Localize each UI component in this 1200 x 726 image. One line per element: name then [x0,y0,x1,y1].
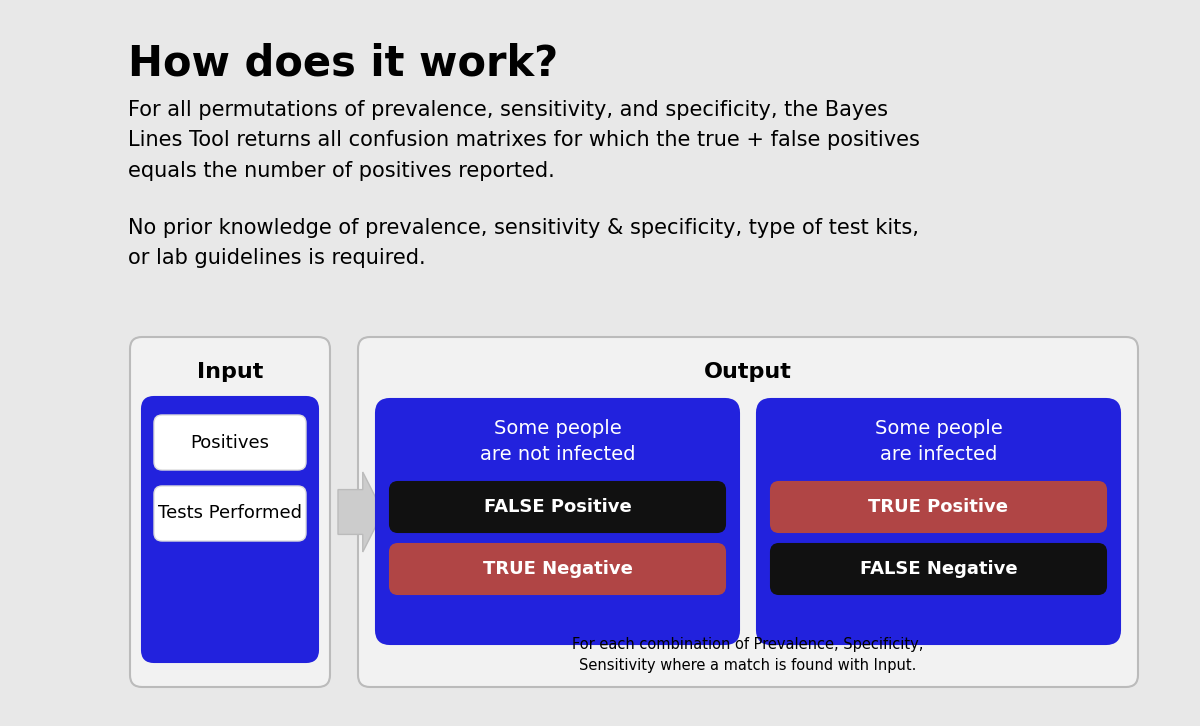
FancyBboxPatch shape [390,544,725,594]
FancyBboxPatch shape [142,397,318,662]
Text: Input: Input [197,362,263,382]
FancyBboxPatch shape [390,482,725,532]
FancyBboxPatch shape [358,337,1138,687]
Text: FALSE Negative: FALSE Negative [859,560,1018,578]
FancyBboxPatch shape [130,337,330,687]
Text: How does it work?: How does it work? [128,42,558,84]
FancyBboxPatch shape [757,399,1120,644]
FancyBboxPatch shape [376,399,739,644]
Text: Some people
are infected: Some people are infected [875,420,1002,463]
Text: For each combination of Prevalence, Specificity,
Sensitivity where a match is fo: For each combination of Prevalence, Spec… [572,637,924,673]
Text: No prior knowledge of prevalence, sensitivity & specificity, type of test kits,
: No prior knowledge of prevalence, sensit… [128,218,919,269]
Text: Positives: Positives [191,433,270,452]
Polygon shape [338,472,383,552]
Text: FALSE Positive: FALSE Positive [484,498,631,516]
Text: Output: Output [704,362,792,382]
FancyBboxPatch shape [154,486,306,541]
FancyBboxPatch shape [772,544,1106,594]
Text: Tests Performed: Tests Performed [158,505,302,523]
Text: TRUE Negative: TRUE Negative [482,560,632,578]
FancyBboxPatch shape [772,482,1106,532]
FancyBboxPatch shape [154,415,306,470]
Text: TRUE Positive: TRUE Positive [869,498,1008,516]
Text: For all permutations of prevalence, sensitivity, and specificity, the Bayes
Line: For all permutations of prevalence, sens… [128,100,920,181]
Text: Some people
are not infected: Some people are not infected [480,420,635,463]
